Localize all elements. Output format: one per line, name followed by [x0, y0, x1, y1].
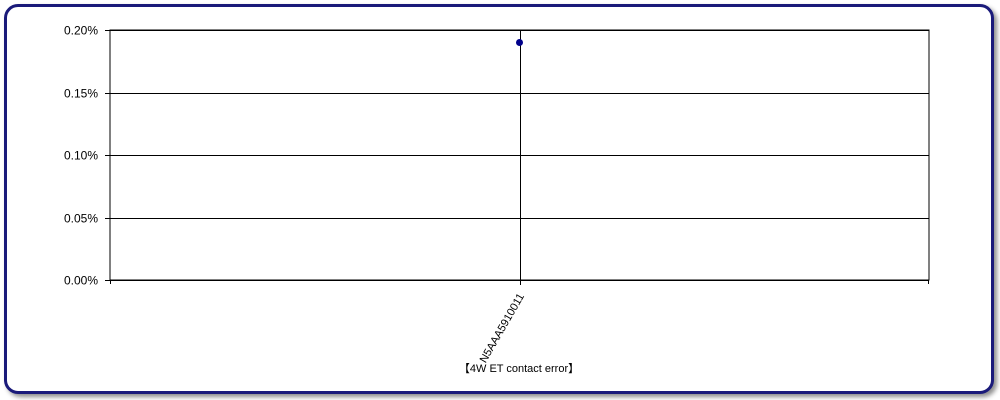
x-tick-label: N5AAA5910011: [478, 292, 527, 366]
y-tick-label: 0.15%: [64, 87, 98, 101]
y-tick-label: 0.00%: [64, 274, 98, 288]
y-tick-label: 0.10%: [64, 149, 98, 163]
axis-layer: 0.00% 0.05% 0.10% 0.15% 0.20% N5AAA5910011: [64, 24, 930, 366]
y-tick-label: 0.20%: [64, 24, 98, 38]
chart-frame: [4, 4, 994, 394]
y-tick-label: 0.05%: [64, 212, 98, 226]
grid-layer: [110, 30, 929, 281]
data-point: [516, 39, 523, 46]
mark-layer: [516, 39, 523, 46]
x-axis-label: 【4W ET contact error】: [459, 362, 579, 375]
